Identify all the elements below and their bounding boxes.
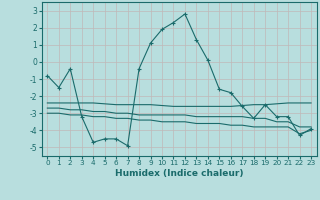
X-axis label: Humidex (Indice chaleur): Humidex (Indice chaleur): [115, 169, 244, 178]
